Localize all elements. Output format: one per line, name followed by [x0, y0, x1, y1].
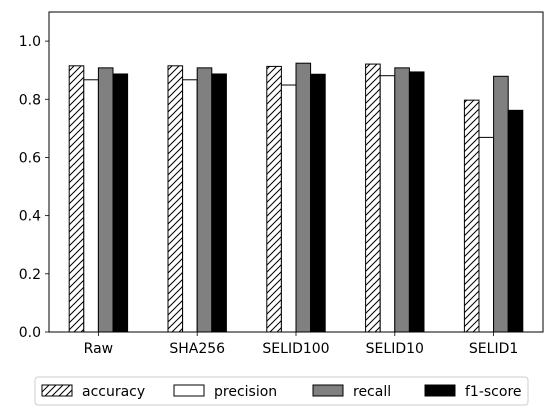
legend-label-accuracy: accuracy	[82, 384, 145, 400]
legend-swatch-recall	[312, 384, 344, 397]
y-tick-label: 0.6	[19, 150, 41, 166]
bars-group	[68, 62, 524, 333]
x-tick-label: Raw	[84, 341, 113, 357]
bar-precision-sha256	[182, 79, 198, 333]
legend-label-precision: precision	[214, 384, 277, 400]
bar-recall-selid100	[295, 62, 312, 333]
legend-swatch-accuracy	[41, 384, 73, 397]
bar-accuracy-selid100	[266, 65, 282, 333]
legend-swatch-f1-score	[424, 384, 456, 397]
bar-recall-selid1	[493, 75, 509, 333]
bar-f1-score-selid1	[507, 109, 524, 333]
bar-f1-score-raw	[112, 73, 129, 333]
bar-accuracy-selid1	[463, 99, 480, 333]
bar-precision-selid10	[379, 75, 396, 333]
legend-label-recall: recall	[353, 384, 391, 400]
bar-precision-raw	[83, 79, 99, 333]
bar-accuracy-sha256	[167, 65, 184, 333]
bar-recall-sha256	[196, 67, 213, 333]
axes-group: Raw SHA256 SELID100 SELID10 SELID1 0.0 0.2 0.4 0…	[19, 11, 544, 357]
y-tick-label: 0.2	[19, 267, 41, 283]
bar-recall-selid10	[394, 67, 410, 333]
bar-f1-score-selid100	[310, 73, 326, 333]
legend-label-f1-score: f1-score	[465, 384, 522, 400]
bar-recall-raw	[97, 67, 114, 333]
x-tick-label: SELID10	[366, 341, 424, 357]
legend: accuracy precision recall f1-score	[34, 376, 529, 406]
x-tick-label: SELID1	[469, 341, 518, 357]
y-tick-label: 0.0	[19, 325, 41, 341]
bar-f1-score-sha256	[211, 73, 227, 333]
x-tick-label: SHA256	[169, 341, 225, 357]
legend-box	[34, 376, 529, 406]
plot-frame	[48, 11, 544, 333]
bar-precision-selid1	[478, 136, 495, 333]
legend-swatch-precision	[173, 384, 205, 397]
y-tick-label: 1.0	[19, 34, 41, 50]
x-tick-label: SELID100	[262, 341, 329, 357]
y-tick-label: 0.8	[19, 92, 41, 108]
y-tick-label: 0.4	[19, 209, 41, 225]
bar-f1-score-selid10	[408, 71, 425, 333]
bar-accuracy-selid10	[365, 63, 381, 333]
bar-accuracy-raw	[68, 65, 85, 333]
bar-precision-selid100	[280, 84, 297, 333]
